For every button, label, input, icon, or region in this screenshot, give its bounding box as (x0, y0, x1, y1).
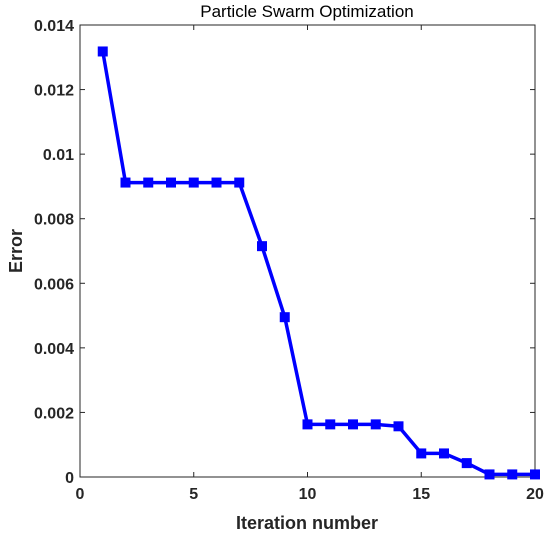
data-point (370, 419, 381, 430)
data-point (507, 469, 518, 480)
data-point (484, 469, 495, 480)
y-axis-label: Error (6, 229, 26, 273)
y-tick-label: 0.004 (34, 341, 74, 358)
series-layer (97, 46, 540, 480)
data-point (166, 177, 176, 188)
data-point (97, 46, 108, 57)
y-axis: 0 0.002 0.004 0.006 0.008 0.01 0.012 0.014 (34, 18, 535, 487)
x-tick-label: 5 (189, 486, 198, 503)
data-point (188, 177, 199, 188)
y-tick-label: 0.012 (34, 83, 74, 100)
x-tick-label: 20 (526, 486, 544, 503)
data-point (211, 177, 222, 188)
y-tick-label: 0.01 (43, 147, 74, 164)
data-point (325, 419, 336, 430)
data-point (302, 419, 313, 430)
data-point (348, 419, 358, 430)
data-point (257, 241, 267, 252)
data-point (143, 177, 154, 188)
y-tick-label: 0 (65, 470, 74, 487)
data-point (279, 312, 290, 323)
data-point (530, 469, 540, 480)
y-tick-label: 0.008 (34, 212, 74, 229)
data-point (393, 421, 404, 432)
x-tick-label: 10 (299, 486, 317, 503)
y-tick-label: 0.006 (34, 276, 74, 293)
plot-area (79, 24, 536, 478)
data-point (439, 448, 449, 459)
data-point (234, 177, 245, 188)
x-tick-label: 0 (76, 486, 85, 503)
y-tick-label: 0.014 (34, 18, 74, 35)
x-tick-label: 15 (412, 486, 430, 503)
chart-title: Particle Swarm Optimization (200, 2, 414, 21)
data-point (416, 448, 427, 459)
x-axis-label: Iteration number (236, 513, 378, 533)
data-point (120, 177, 131, 188)
data-point (461, 458, 472, 469)
y-tick-label: 0.002 (34, 405, 74, 422)
